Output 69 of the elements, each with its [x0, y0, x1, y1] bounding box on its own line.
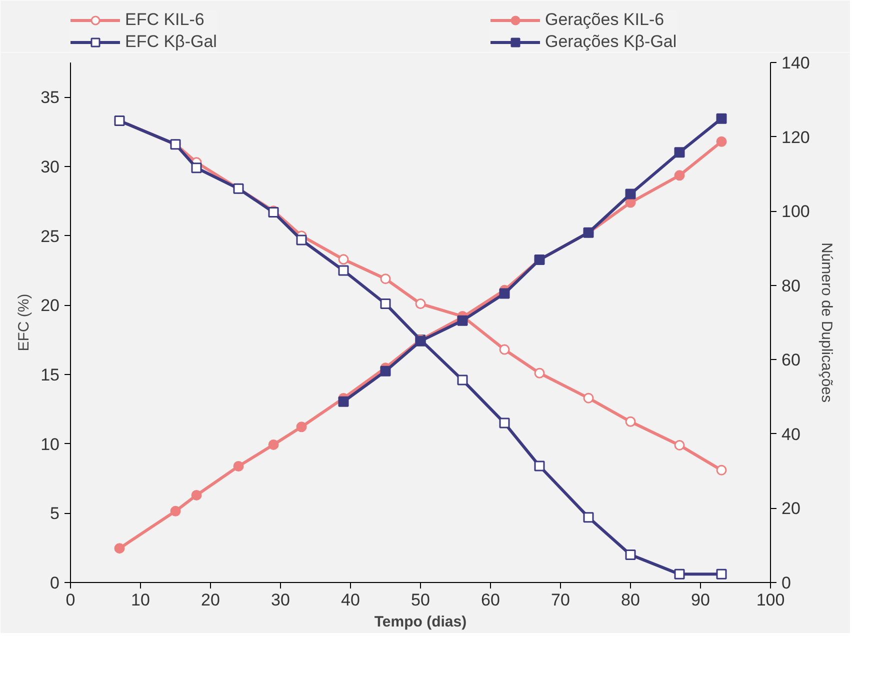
point: [457, 374, 468, 386]
point: [625, 188, 636, 200]
y-tick-label: 30: [40, 158, 60, 176]
point: [338, 265, 349, 276]
point: [583, 392, 594, 404]
x-tick-label: 80: [621, 590, 640, 610]
y2-tick-label: 140: [782, 54, 810, 72]
point: [499, 418, 510, 428]
y2-tick-label: 80: [782, 276, 800, 296]
x-tick-label: 40: [341, 590, 360, 610]
point: [380, 274, 391, 284]
x-tick-label: 60: [481, 590, 500, 610]
legend-label: Gerações Kβ-Gal: [545, 32, 677, 52]
point: [170, 506, 181, 516]
point: [499, 344, 510, 355]
y-tick-label: 20: [40, 296, 60, 316]
legend-label: EFC Kβ-Gal: [125, 32, 217, 52]
point: [583, 512, 594, 523]
x-tick-label: 50: [411, 590, 430, 610]
y2-tick-label: 60: [782, 350, 800, 370]
point: [415, 298, 426, 310]
point: [380, 298, 391, 310]
point: [674, 568, 685, 580]
point: [534, 368, 545, 378]
point: [625, 416, 636, 427]
legend-label: Gerações KIL-6: [545, 10, 664, 30]
point: [625, 550, 636, 560]
point: [296, 234, 307, 246]
y-tick-label: 5: [50, 504, 60, 524]
point: [114, 543, 125, 554]
y-axis-title: EFC (%): [16, 294, 33, 352]
point: [716, 464, 727, 476]
x-tick-label: 10: [131, 590, 150, 610]
y2-tick-label: 20: [782, 499, 800, 518]
point: [268, 439, 279, 450]
point: [380, 366, 391, 376]
point: [191, 490, 202, 500]
x-tick-label: 90: [691, 590, 710, 610]
point: [674, 440, 685, 450]
y2-tick-label: 100: [782, 202, 810, 222]
point: [338, 396, 349, 407]
point: [534, 460, 545, 472]
point: [674, 170, 685, 181]
point: [499, 288, 510, 299]
x-axis-title: Tempo (dias): [374, 614, 467, 630]
y-tick-label: 25: [40, 226, 60, 246]
x-tick-label: 100: [756, 590, 785, 610]
point: [233, 461, 244, 472]
point: [716, 136, 727, 147]
y2-tick-label: 0: [782, 574, 791, 592]
y-tick-label: 0: [50, 574, 60, 592]
x-tick-label: 20: [201, 590, 220, 610]
y-tick-label: 35: [40, 88, 60, 108]
x-tick-label: 0: [66, 590, 76, 610]
y-tick-label: 10: [40, 434, 60, 454]
x-tick-label: 70: [551, 590, 570, 610]
y2-tick-label: 40: [782, 424, 800, 444]
point: [716, 568, 727, 580]
point: [674, 147, 685, 158]
point: [338, 254, 349, 265]
point: [191, 162, 202, 174]
point: [716, 113, 727, 124]
legend-label: EFC KIL-6: [125, 10, 204, 30]
y-tick-label: 15: [40, 366, 60, 384]
y2-tick-label: 120: [782, 128, 810, 147]
y2-axis-title: Número de Duplicações: [818, 242, 835, 403]
point: [296, 422, 307, 432]
x-tick-label: 30: [271, 590, 290, 610]
point: [457, 315, 468, 326]
